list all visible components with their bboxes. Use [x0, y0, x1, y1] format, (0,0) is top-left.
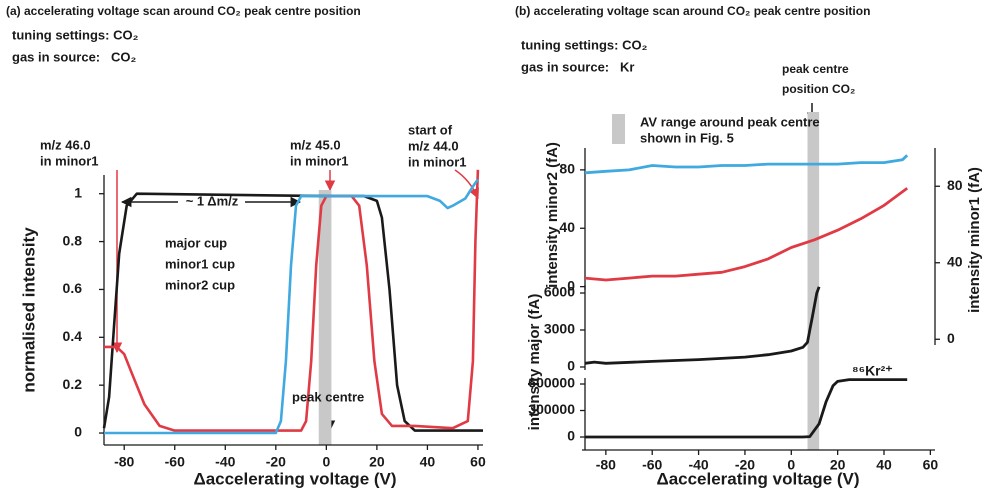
chart-title: (b) accelerating voltage scan around CO₂… — [515, 4, 870, 18]
annotation: m/z 46.0 — [40, 137, 91, 152]
note: gas in source: Kr — [521, 59, 634, 74]
legend-label: major cup — [165, 235, 227, 250]
y2-axis-label: intensity minor1 (fA) — [966, 167, 983, 313]
x-tick-label: -20 — [266, 454, 286, 470]
annotation: peak centre — [292, 389, 364, 404]
legend-label: minor2 cup — [165, 277, 235, 292]
annotation: in minor1 — [408, 154, 467, 169]
y-tick-label: 6000 — [544, 284, 575, 300]
x-tick-label: -20 — [735, 457, 755, 473]
x-tick-label: -80 — [596, 457, 616, 473]
annotation: in minor1 — [40, 153, 99, 168]
y-tick-label: 0 — [567, 277, 575, 293]
highlight-label: shown in Fig. 5 — [640, 130, 734, 145]
highlight-label: AV range around peak centre — [640, 114, 820, 129]
data-line — [104, 169, 480, 432]
y-tick-label: 80 — [559, 161, 575, 177]
highlight-band — [807, 112, 820, 450]
annotation: position CO₂ — [782, 82, 855, 96]
highlight-key — [612, 114, 625, 144]
y-tick-label: 0 — [567, 358, 575, 374]
highlight-band — [318, 190, 332, 445]
x-tick-label: -80 — [114, 454, 134, 470]
y-tick-label: 40 — [559, 219, 575, 235]
note: gas in source: CO₂ — [12, 49, 136, 64]
x-tick-label: 20 — [369, 454, 385, 470]
data-line — [584, 154, 909, 175]
y-tick-label: 0.8 — [63, 232, 83, 248]
y-axis-label: intensity minor2 (fA) — [544, 142, 561, 288]
series-label: ⁸⁶Kr²⁺ — [852, 363, 893, 379]
data-line — [585, 378, 908, 439]
y2-tick-label: 40 — [947, 253, 963, 269]
y-tick-label: 0.4 — [63, 328, 83, 344]
y2-tick-label: 80 — [947, 177, 963, 193]
y-tick-label: 300000 — [528, 401, 575, 417]
x-tick-label: 0 — [787, 457, 795, 473]
annotation: m/z 44.0 — [408, 138, 459, 153]
annotation: m/z 45.0 — [290, 137, 341, 152]
chart-title: (a) accelerating voltage scan around CO₂… — [6, 4, 361, 18]
note: tuning settings: CO₂ — [521, 37, 648, 52]
y-tick-label: 1 — [74, 184, 82, 200]
y-tick-label: 600000 — [528, 375, 575, 391]
x-tick-label: 40 — [876, 457, 892, 473]
annotation: start of — [408, 122, 453, 137]
x-tick-label: 60 — [923, 457, 939, 473]
y-tick-label: 0.2 — [63, 376, 83, 392]
x-tick-label: 60 — [470, 454, 486, 470]
y-axis-label: normalised intensity — [19, 227, 38, 393]
x-tick-label: 40 — [420, 454, 436, 470]
legend-label: minor1 cup — [165, 256, 235, 271]
annotation: ~ 1 Δm/z — [186, 193, 239, 208]
x-axis-label: Δaccelerating voltage (V) — [656, 469, 859, 488]
x-tick-label: -60 — [165, 454, 185, 470]
y-tick-label: 3000 — [544, 321, 575, 337]
data-line — [584, 286, 821, 365]
annotation: peak centre — [782, 62, 849, 76]
y2-tick-label: 0 — [947, 330, 955, 346]
y-tick-label: 0.6 — [63, 280, 83, 296]
x-axis-label: Δaccelerating voltage (V) — [193, 469, 396, 488]
y-axis-label: intensity major (fA) — [526, 294, 543, 431]
annotation: in minor1 — [290, 153, 349, 168]
note: tuning settings: CO₂ — [12, 27, 139, 42]
data-line — [584, 187, 909, 282]
x-tick-label: -60 — [642, 457, 662, 473]
x-tick-label: -40 — [215, 454, 235, 470]
data-line — [104, 178, 479, 435]
x-tick-label: -40 — [688, 457, 708, 473]
y-tick-label: 0 — [74, 424, 82, 440]
x-tick-label: 20 — [830, 457, 846, 473]
y-tick-label: 0 — [567, 428, 575, 444]
x-tick-label: 0 — [322, 454, 330, 470]
